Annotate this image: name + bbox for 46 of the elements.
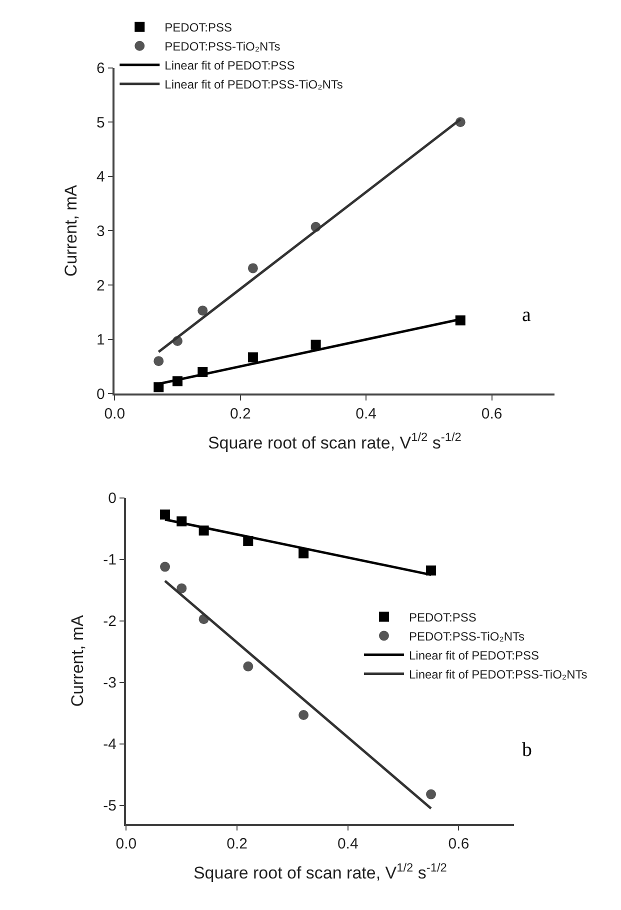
point (154, 356, 164, 366)
x-tick-label: 0.4 (337, 836, 358, 853)
y-tick-label: 5 (96, 114, 105, 132)
x-tick-label: 0.6 (481, 405, 502, 422)
y-axis-title: Current, mA (62, 184, 81, 277)
point (248, 263, 258, 274)
x-tick-label: 0.0 (116, 836, 137, 853)
x-tick-label: 0.2 (226, 836, 248, 853)
legend-label: PEDOT:PSS (164, 20, 232, 35)
y-tick-label: 3 (96, 222, 105, 240)
point (243, 661, 254, 672)
y-tick-label: -1 (103, 552, 116, 569)
legend-label: PEDOT:PSS (408, 610, 476, 624)
point (198, 306, 208, 316)
point (248, 352, 258, 362)
y-tick-label: 0 (108, 490, 116, 508)
point (160, 562, 170, 572)
point (176, 583, 187, 594)
y-tick-label: 2 (96, 277, 105, 294)
y-tick-label: -3 (103, 674, 116, 692)
y-tick-label: 1 (96, 332, 105, 349)
legend-label: Linear fit of PEDOT:PSS-TiO₂NTs (164, 78, 343, 92)
point (298, 548, 309, 558)
legend-label: Linear fit of PEDOT:PSS (164, 58, 295, 73)
legend-label: Linear fit of PEDOT:PSS (408, 648, 540, 662)
x-axis-title: Square root of scan rate, V$^{1/2}$ s$^{-1/2}$ (208, 430, 462, 452)
y-tick-label: 6 (96, 60, 105, 78)
y-tick-label: -4 (103, 736, 116, 754)
text: b (522, 739, 532, 761)
x-axis-title: Square root of scan rate, V$^{1/2}$ s$^{-1/2}$ (193, 860, 448, 882)
point (426, 789, 436, 800)
point (160, 510, 170, 520)
x-tick-label: 0.0 (104, 405, 126, 422)
point (298, 710, 309, 720)
y-tick-label: 0 (96, 386, 105, 403)
x-tick-label: 0.2 (230, 405, 251, 422)
y-tick-label: -5 (103, 798, 116, 815)
legend-label: PEDOT:PSS-TiO₂NTs (164, 40, 280, 54)
y-tick-label: 4 (96, 168, 105, 186)
annotation: a (522, 304, 531, 326)
x-tick-label: 0.6 (448, 836, 470, 853)
x-tick-label: 0.4 (356, 405, 377, 422)
y-tick-label: -2 (103, 613, 116, 630)
y-axis-title: Current, mA (68, 614, 88, 707)
legend-label: PEDOT:PSS-TiO₂NTs (408, 629, 525, 644)
legend-label: Linear fit of PEDOT:PSS-TiO₂NTs (408, 667, 588, 682)
